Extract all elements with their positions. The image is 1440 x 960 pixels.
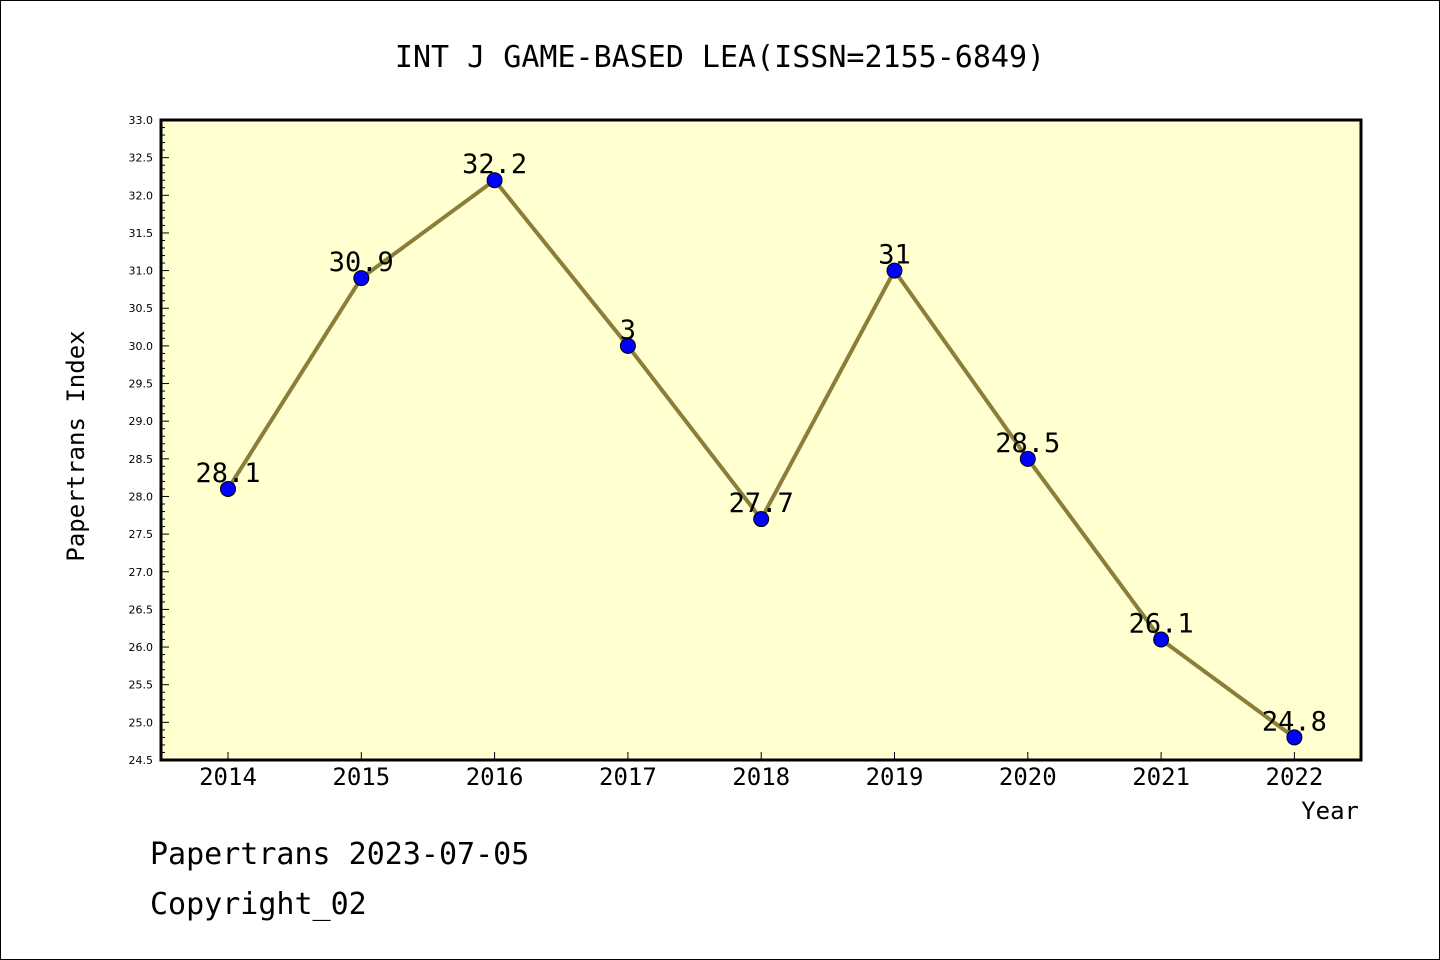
data-label: 31 [878,240,911,271]
y-tick-label: 29.5 [129,378,154,391]
x-tick-label: 2018 [732,763,790,791]
data-label: 27.7 [729,488,794,519]
y-tick-label: 30.5 [129,302,154,315]
y-tick-label: 31.0 [129,265,154,278]
y-tick-label: 29.0 [129,415,154,428]
x-axis: 2014 2015 2016 2017 2018 2019 2020 2021 2022 [199,752,1323,791]
x-tick-label: 2015 [332,763,390,791]
y-tick-label: 30.0 [129,340,154,353]
y-tick-label: 32.0 [129,189,154,202]
footer-date: Papertrans 2023-07-05 [150,837,529,872]
y-tick-label: 24.5 [129,754,154,767]
y-tick-label: 26.5 [129,603,154,616]
data-point [1019,450,1036,467]
y-tick-label: 25.5 [129,679,154,692]
y-tick-label: 31.5 [129,227,154,240]
x-axis-label: Year [1301,797,1359,825]
y-tick-label: 27.5 [129,528,154,541]
data-label: 32.2 [462,149,527,180]
y-tick-label: 28.0 [129,490,154,503]
data-point [1153,631,1170,648]
y-tick-label: 25.0 [129,716,154,729]
x-tick-label: 2019 [866,763,924,791]
data-point [619,337,636,354]
y-tick-label: 28.5 [129,453,154,466]
y-tick-label: 27.0 [129,566,154,579]
data-point [1286,729,1303,746]
x-tick-label: 2017 [599,763,657,791]
data-point [753,511,770,528]
x-tick-label: 2021 [1132,763,1190,791]
plot-area [161,120,1361,760]
series-markers [220,172,1303,746]
data-label: 28.1 [195,458,260,489]
data-label: 26.1 [1129,609,1194,640]
data-label: 3 [620,315,636,346]
data-point [220,480,236,497]
x-tick-label: 2022 [1266,763,1324,791]
x-tick-label: 2016 [466,763,524,791]
y-tick-label: 33.0 [129,114,154,127]
data-label: 28.5 [995,428,1060,459]
data-point [886,262,903,279]
chart-title: INT J GAME-BASED LEA(ISSN=2155-6849) [395,40,1045,75]
plot-border [159,118,1363,762]
x-tick-label: 2020 [999,763,1057,791]
data-label: 30.9 [329,247,394,278]
footer-copyright: Copyright_02 [150,887,367,922]
y-axis: 24.5 25.0 25.5 26.0 26.5 27.0 27.5 28.0 28.5 29.0… [129,114,169,767]
data-labels: 28.1 30.9 32.2 3 27.7 31 28.5 26.1 24.8 [195,149,1326,737]
y-axis-label: Papertrans Index [62,330,90,561]
y-tick-label: 32.5 [129,152,154,165]
data-point [486,172,503,189]
data-point [353,270,370,287]
y-tick-label: 26.0 [129,641,154,654]
x-tick-label: 2014 [199,763,257,791]
data-label: 24.8 [1262,706,1327,737]
